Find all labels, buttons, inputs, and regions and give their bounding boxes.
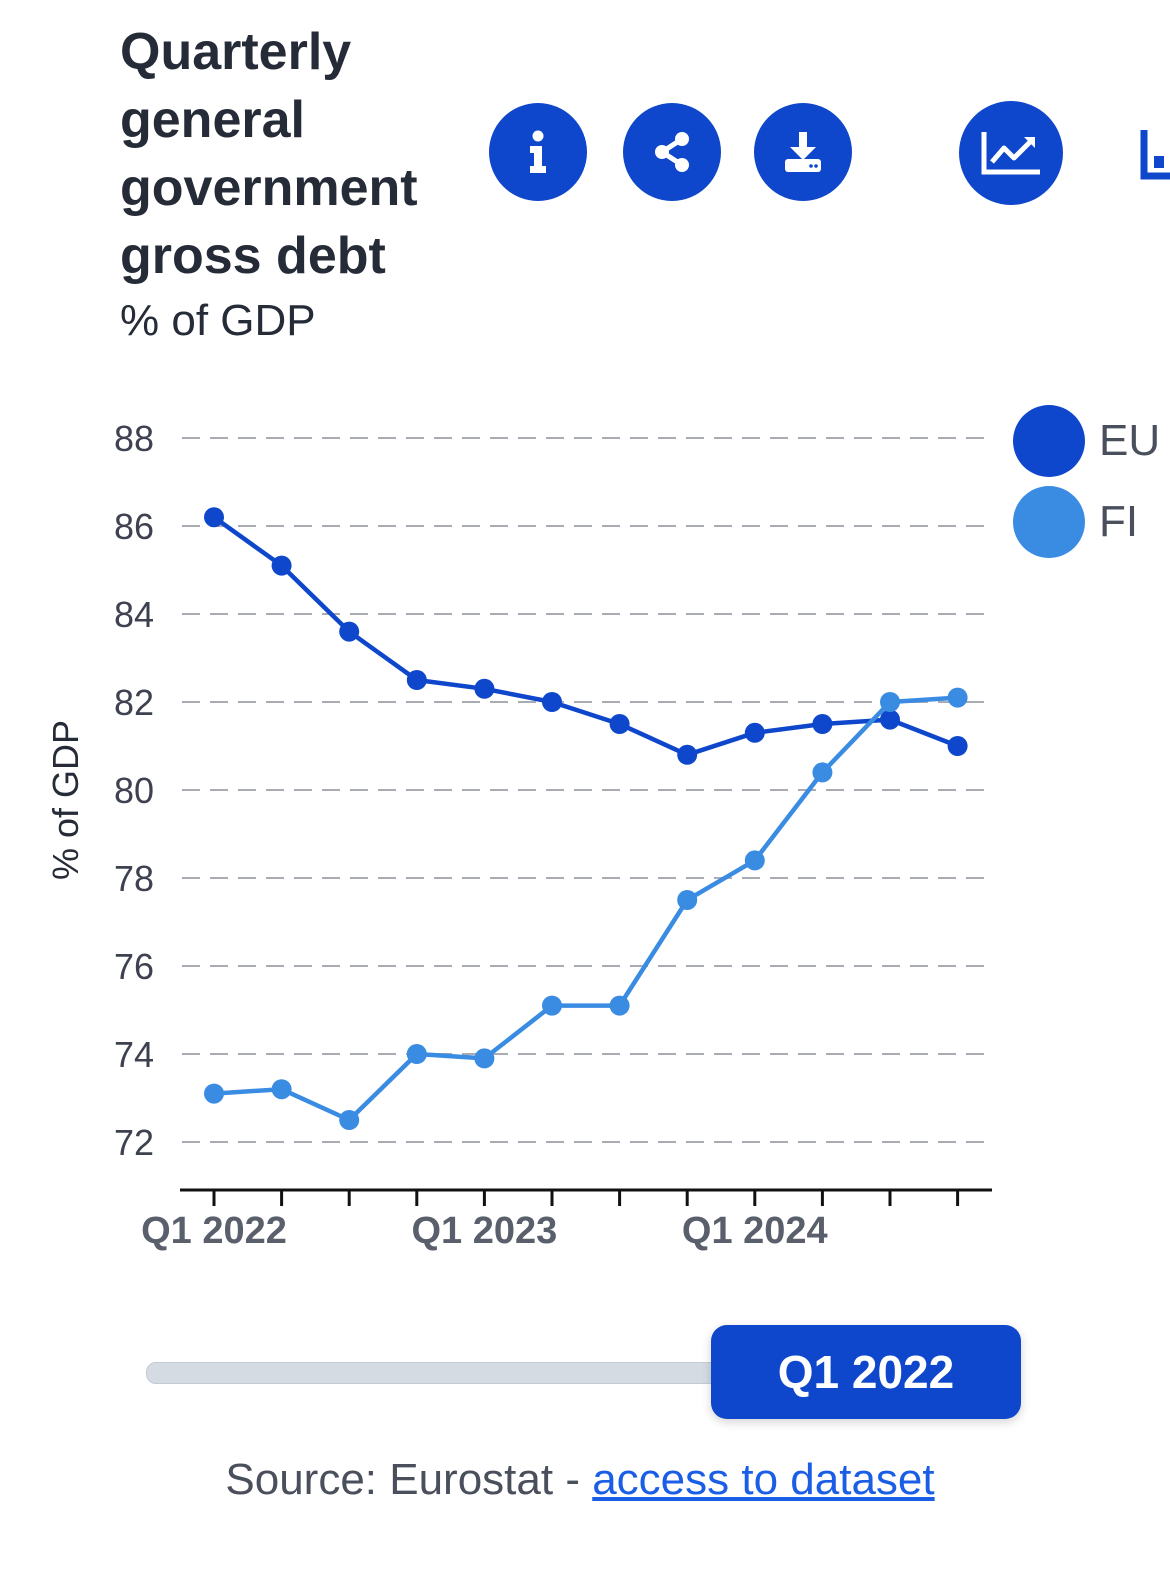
y-tick-label: 74 — [114, 1034, 154, 1075]
line-chart-icon — [981, 132, 1040, 175]
info-button[interactable] — [489, 103, 587, 201]
time-slider-track[interactable] — [146, 1362, 768, 1384]
data-point-eu[interactable] — [947, 736, 968, 756]
data-point-fi[interactable] — [406, 1044, 427, 1064]
data-point-eu[interactable] — [204, 507, 224, 528]
data-point-eu[interactable] — [677, 744, 698, 765]
table-view-button[interactable] — [1138, 126, 1170, 182]
legend-swatch-eu — [1013, 405, 1085, 477]
data-point-fi[interactable] — [812, 762, 833, 783]
source-text: Source: Eurostat - — [225, 1455, 593, 1504]
series-line-eu — [212, 515, 959, 758]
y-tick-label: 82 — [114, 682, 154, 723]
chart-title: Quarterly general government gross debt — [120, 23, 418, 285]
y-tick-label: 72 — [114, 1122, 154, 1163]
x-tick-label: Q1 2024 — [682, 1210, 828, 1252]
data-point-fi[interactable] — [609, 995, 630, 1016]
time-slider-handle[interactable]: Q1 2022 — [711, 1325, 1021, 1419]
legend-item-fi[interactable]: FI — [1013, 486, 1138, 558]
y-tick-label: 78 — [114, 858, 154, 899]
legend-label-eu: EU — [1099, 416, 1161, 465]
data-point-eu[interactable] — [812, 714, 833, 734]
share-icon — [655, 132, 689, 172]
data-point-eu[interactable] — [744, 722, 765, 743]
line-chart: % of GDP 88 86 84 82 80 78 76 74 72 Q1 2022 Q1 202… — [45, 418, 992, 1252]
data-point-eu[interactable] — [271, 555, 292, 576]
series-line-fi — [213, 695, 958, 1123]
chart-subtitle: % of GDP — [120, 296, 316, 345]
y-tick-label: 88 — [114, 418, 154, 459]
legend-item-eu[interactable]: EU — [1013, 405, 1160, 477]
download-icon — [785, 132, 821, 172]
y-axis-title: % of GDP — [45, 720, 86, 880]
data-point-fi[interactable] — [474, 1048, 495, 1069]
table-view-icon — [1140, 130, 1170, 180]
data-point-fi[interactable] — [677, 890, 698, 910]
y-tick-label: 76 — [114, 946, 154, 987]
y-tick-label: 86 — [114, 506, 154, 547]
data-point-fi[interactable] — [271, 1079, 292, 1100]
legend-label-fi: FI — [1099, 497, 1139, 546]
data-point-eu[interactable] — [880, 709, 900, 730]
source-line: Source: Eurostat - access to dataset — [0, 1455, 1160, 1505]
dataset-link[interactable]: access to dataset — [592, 1455, 935, 1504]
data-point-fi[interactable] — [204, 1083, 224, 1104]
data-point-eu[interactable] — [406, 670, 427, 690]
data-point-fi[interactable] — [339, 1110, 360, 1130]
data-point-eu[interactable] — [542, 692, 562, 712]
x-tick-label: Q1 2023 — [412, 1210, 558, 1252]
data-point-fi[interactable] — [947, 687, 968, 708]
data-point-fi[interactable] — [744, 850, 765, 871]
data-point-fi[interactable] — [542, 995, 562, 1016]
y-tick-label: 80 — [114, 770, 154, 811]
share-button[interactable] — [623, 103, 721, 201]
data-point-eu[interactable] — [474, 678, 495, 699]
info-icon — [530, 130, 546, 173]
x-tick-label: Q1 2022 — [141, 1210, 287, 1252]
data-point-eu[interactable] — [609, 714, 630, 734]
y-tick-label: 84 — [114, 594, 154, 635]
chart-type-button[interactable] — [959, 101, 1063, 205]
legend-swatch-fi — [1013, 486, 1085, 558]
data-point-fi[interactable] — [880, 692, 900, 712]
data-point-eu[interactable] — [339, 621, 360, 642]
download-button[interactable] — [754, 103, 852, 201]
